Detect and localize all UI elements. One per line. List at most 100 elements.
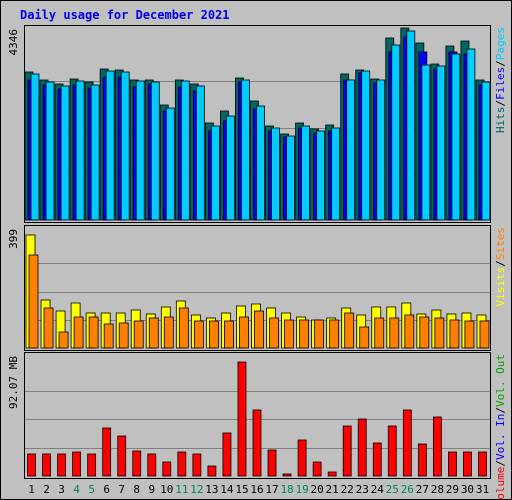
bar-sites-day-16 — [254, 310, 264, 349]
legend-volume: Volume/Vol. In/Vol. Out — [494, 354, 507, 500]
legend-item-files: Files — [494, 67, 507, 100]
bar-pages-day-31 — [481, 81, 491, 221]
bar-volume-day-13 — [207, 465, 217, 477]
bar-volume-day-21 — [327, 471, 337, 477]
bar-volume-day-31 — [478, 451, 487, 477]
bar-volume-day-27 — [417, 443, 427, 477]
bar-pages-day-2 — [45, 81, 55, 221]
bar-pages-day-13 — [210, 125, 220, 221]
legend-separator: / — [494, 407, 507, 414]
x-tick-label: 19 — [295, 483, 308, 496]
bar-pages-day-28 — [436, 65, 446, 221]
x-tick-label: 10 — [160, 483, 173, 496]
x-tick-label: 25 — [386, 483, 399, 496]
x-tick-label: 5 — [88, 483, 95, 496]
bar-pages-day-15 — [241, 79, 250, 221]
x-tick-label: 12 — [190, 483, 203, 496]
bar-sites-day-24 — [374, 317, 385, 349]
bar-volume-day-15 — [237, 361, 247, 477]
bar-sites-day-1 — [28, 254, 39, 349]
bar-sites-day-22 — [344, 312, 355, 349]
bar-pages-day-18 — [286, 135, 295, 221]
legend-item-visits: Visits — [494, 267, 507, 307]
bar-pages-day-1 — [30, 73, 40, 221]
bar-volume-day-30 — [463, 451, 472, 477]
x-tick-label: 21 — [326, 483, 339, 496]
bar-sites-day-6 — [103, 323, 114, 349]
bar-sites-day-11 — [178, 307, 189, 349]
bar-sites-day-7 — [118, 322, 129, 349]
bar-sites-day-13 — [208, 320, 219, 349]
bar-volume-day-1 — [27, 453, 36, 477]
bar-sites-day-31 — [479, 320, 490, 349]
bar-pages-day-14 — [226, 115, 235, 221]
bar-pages-day-10 — [165, 107, 175, 221]
legend-separator: / — [494, 260, 507, 267]
chart-title: Daily usage for December 2021 — [20, 8, 230, 22]
x-tick-label: 1 — [28, 483, 35, 496]
bar-volume-day-2 — [42, 453, 51, 477]
bar-sites-day-15 — [239, 316, 249, 349]
bar-pages-day-29 — [451, 53, 461, 221]
bar-volume-day-10 — [162, 461, 172, 477]
bar-sites-day-12 — [193, 320, 204, 349]
bar-pages-day-12 — [195, 85, 205, 221]
bar-volume-day-14 — [222, 432, 232, 477]
bar-volume-day-19 — [297, 439, 307, 477]
bar-pages-day-4 — [75, 80, 85, 221]
legend-visits-sites: Visits/Sites — [494, 227, 507, 307]
x-tick-label: 18 — [280, 483, 293, 496]
x-tick-label: 8 — [133, 483, 140, 496]
bar-pages-day-24 — [376, 79, 386, 221]
x-tick-label: 29 — [446, 483, 459, 496]
bar-volume-day-6 — [102, 427, 112, 477]
bar-sites-day-29 — [449, 319, 460, 349]
x-tick-label: 28 — [431, 483, 444, 496]
bar-pages-day-20 — [316, 130, 326, 221]
legend-separator: / — [494, 100, 507, 107]
x-tick-label: 4 — [73, 483, 80, 496]
x-tick-label: 13 — [205, 483, 218, 496]
bar-sites-day-26 — [404, 314, 415, 349]
bar-pages-day-16 — [256, 105, 265, 221]
bar-pages-day-3 — [60, 85, 70, 221]
x-tick-label: 6 — [103, 483, 110, 496]
legend-item-pages: Pages — [494, 27, 507, 60]
legend-separator: / — [494, 60, 507, 67]
bar-pages-day-25 — [391, 44, 401, 221]
panel-frame-visits-sites — [24, 225, 491, 351]
bar-sites-day-23 — [359, 326, 370, 349]
bar-sites-day-27 — [419, 316, 430, 349]
ymax-label-hits-files-pages: 4346 — [7, 29, 20, 56]
bar-sites-day-9 — [148, 317, 159, 349]
legend-item-vol-in: Vol. In — [494, 414, 507, 460]
x-tick-label: 11 — [175, 483, 188, 496]
bar-volume-day-24 — [372, 442, 382, 477]
x-tick-label: 22 — [341, 483, 354, 496]
bar-sites-day-18 — [284, 319, 294, 349]
x-tick-label: 7 — [118, 483, 125, 496]
bar-sites-day-30 — [464, 320, 475, 349]
bar-sites-day-5 — [88, 316, 99, 349]
legend-item-hits: Hits — [494, 107, 507, 134]
bar-sites-day-14 — [224, 320, 234, 349]
x-tick-label: 15 — [235, 483, 248, 496]
bar-volume-day-25 — [387, 425, 397, 477]
x-tick-label: 9 — [148, 483, 155, 496]
bar-pages-day-23 — [361, 70, 371, 221]
bar-volume-day-8 — [132, 450, 142, 477]
bar-sites-day-20 — [314, 319, 325, 349]
bar-volume-day-28 — [432, 416, 442, 477]
bar-pages-day-19 — [301, 125, 310, 221]
bar-pages-day-7 — [120, 71, 130, 221]
bar-sites-day-17 — [269, 317, 279, 349]
bar-volume-day-18 — [282, 473, 292, 477]
bar-volume-day-12 — [192, 453, 202, 477]
bar-pages-day-9 — [150, 81, 160, 221]
ymax-label-visits-sites: 399 — [7, 229, 20, 249]
bar-pages-day-30 — [466, 48, 476, 221]
x-tick-label: 17 — [265, 483, 278, 496]
x-tick-label: 16 — [250, 483, 263, 496]
